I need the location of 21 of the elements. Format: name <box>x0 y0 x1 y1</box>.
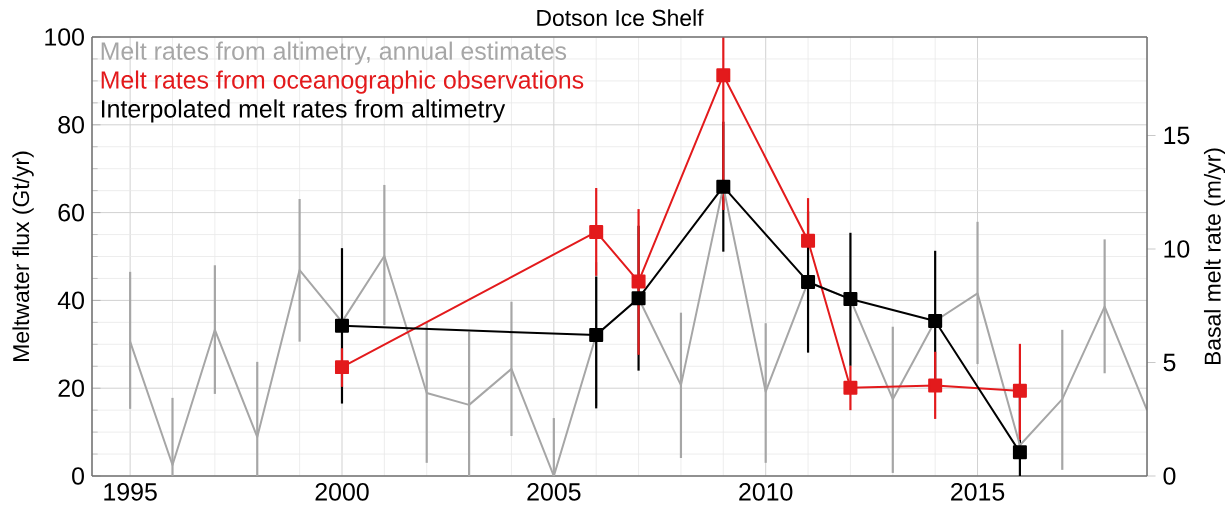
y-tick-label: 20 <box>58 379 84 398</box>
y2-tick-label: 5 <box>1163 353 1176 372</box>
y-tick-label: 40 <box>57 291 84 310</box>
y-axis-title: Meltwater flux (Gt/yr) <box>12 151 34 361</box>
y2-tick-label: 15 <box>1164 126 1190 145</box>
x-tick-label: 2015 <box>951 483 1005 501</box>
x-tick-label: 1995 <box>104 483 157 501</box>
x-tick-label: 2005 <box>527 483 581 501</box>
x-tick-label: 2000 <box>315 483 369 501</box>
x-tick-label: 2010 <box>739 483 793 501</box>
y-tick-label: 0 <box>72 467 84 485</box>
y2-axis-title: Basal melt rate (m/yr) <box>1203 148 1225 365</box>
text: Interpolated melt rates from altimetry <box>101 99 506 123</box>
y-tick-label: 60 <box>58 203 84 222</box>
y2-tick-label: 0 <box>1163 467 1176 485</box>
y-tick-label: 80 <box>58 115 84 134</box>
y2-tick-label: 10 <box>1164 240 1190 258</box>
text: Melt rates from altimetry, annual estimates <box>101 41 567 65</box>
chart-title: Dotson Ice Shelf <box>537 9 704 26</box>
y-tick-label: 100 <box>45 28 84 46</box>
text: Melt rates from oceanographic observations <box>101 70 584 94</box>
